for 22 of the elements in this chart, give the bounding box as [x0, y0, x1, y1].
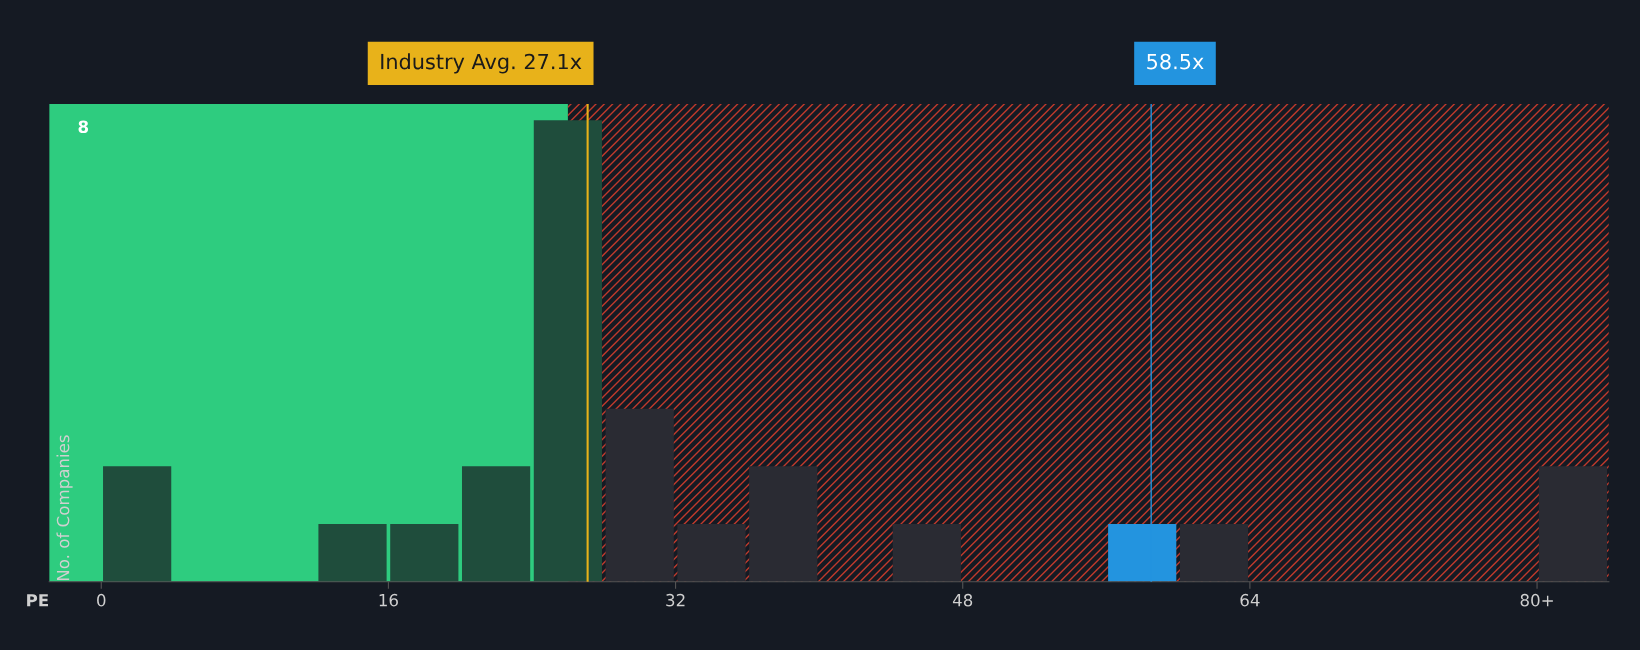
bar [533, 120, 602, 582]
bar [605, 408, 674, 582]
annotation: 8 [78, 120, 89, 134]
x-tick-label: 48 [952, 593, 973, 607]
y-axis-title: No. of Companies [56, 435, 73, 581]
bar [461, 466, 531, 582]
ref-line-label: 58.5x [1147, 53, 1204, 70]
x-tick-label: 32 [666, 593, 685, 607]
bar [1538, 466, 1608, 582]
bar [390, 524, 459, 582]
bar [318, 524, 387, 582]
x-tick-label: 0 [97, 593, 106, 607]
bar [749, 466, 818, 582]
bar [677, 524, 746, 582]
x-tick-label: 64 [1240, 593, 1260, 607]
x-tick-label: 16 [379, 593, 398, 607]
ref-line-label: Industry Avg. 27.1x [381, 53, 582, 74]
x-axis-title: PE [27, 594, 48, 607]
bar [103, 466, 172, 582]
x-tick-label: 80+ [1520, 593, 1553, 607]
bar [1179, 524, 1249, 582]
bar [892, 524, 961, 582]
